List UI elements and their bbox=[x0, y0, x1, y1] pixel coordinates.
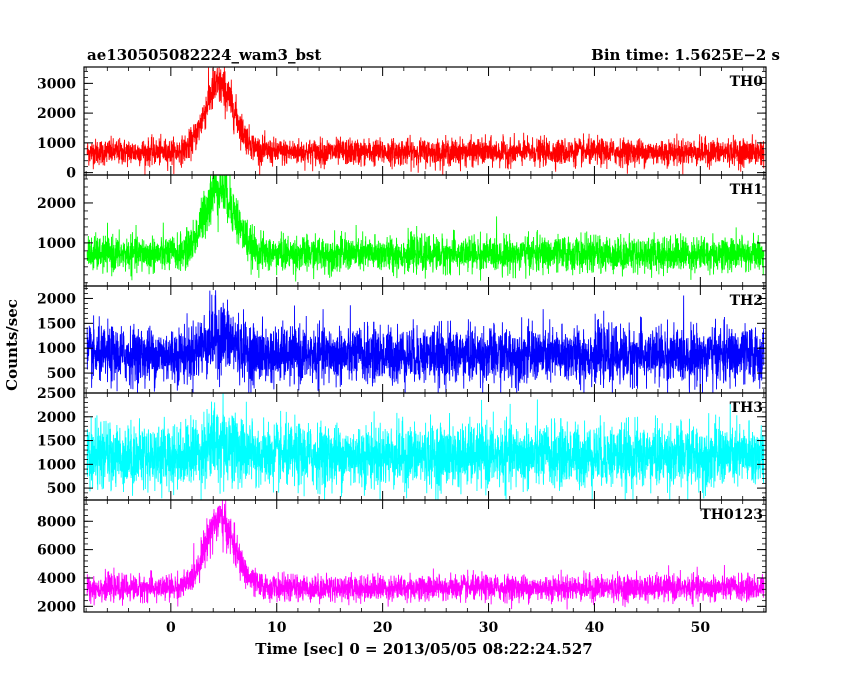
y-tick-label: 2000 bbox=[37, 291, 76, 307]
y-tick-label: 2000 bbox=[37, 106, 76, 122]
panel-th2: 500 1000 1500 2000 TH2 bbox=[37, 285, 767, 394]
series-th0-line bbox=[86, 67, 765, 175]
y-tick-label: 1000 bbox=[37, 136, 76, 152]
x-tick-label: 30 bbox=[479, 620, 499, 636]
x-tick-label: 0 bbox=[166, 620, 176, 636]
y-tick-label: 2000 bbox=[37, 196, 76, 212]
panel-label-th3: TH3 bbox=[730, 400, 763, 416]
y-tick-label: 500 bbox=[47, 481, 76, 497]
figure-title-left: ae130505082224_wam3_bst bbox=[87, 46, 321, 64]
panel-th1: 1000 2000 TH1 bbox=[37, 174, 767, 287]
panel-th0: 0 1000 2000 3000 TH0 bbox=[37, 66, 767, 182]
series-th2-line bbox=[86, 290, 765, 393]
panel-label-th1: TH1 bbox=[730, 182, 763, 198]
y-tick-label: 0 bbox=[66, 166, 76, 182]
y-tick-label: 1500 bbox=[37, 316, 76, 332]
series-th3-line bbox=[86, 393, 765, 500]
series-th0123-line bbox=[86, 500, 765, 610]
y-tick-label: 1500 bbox=[37, 434, 76, 450]
figure-title-right: Bin time: 1.5625E−2 s bbox=[591, 46, 780, 64]
y-tick-label: 1000 bbox=[37, 457, 76, 473]
x-axis-label: Time [sec] 0 = 2013/05/05 08:22:24.527 bbox=[255, 640, 592, 658]
y-tick-label: 2000 bbox=[37, 599, 76, 615]
x-tick-label: 50 bbox=[691, 620, 711, 636]
y-tick-label: 3000 bbox=[37, 76, 76, 92]
panel-th3: 500 1000 1500 2000 2500 TH3 bbox=[37, 386, 767, 501]
y-tick-label: 4000 bbox=[37, 571, 76, 587]
y-tick-label: 1000 bbox=[37, 236, 76, 252]
x-tick-label: 40 bbox=[585, 620, 605, 636]
y-tick-label: 2000 bbox=[37, 410, 76, 426]
y-tick-label: 1000 bbox=[37, 341, 76, 357]
panel-label-th2: TH2 bbox=[730, 293, 763, 309]
y-tick-label: 8000 bbox=[37, 514, 76, 530]
panel-th0123: 2000 4000 6000 8000 TH0123 0 10 20 30 40 50 bbox=[37, 499, 767, 636]
series-th1-line bbox=[86, 175, 765, 282]
panel-label-th0123: TH0123 bbox=[700, 507, 763, 523]
x-tick-label: 20 bbox=[373, 620, 393, 636]
y-axis-label: Counts/sec bbox=[3, 299, 21, 391]
y-tick-label: 2500 bbox=[37, 386, 76, 402]
y-tick-label: 500 bbox=[47, 366, 76, 382]
x-tick-label: 10 bbox=[267, 620, 287, 636]
panel-label-th0: TH0 bbox=[730, 74, 764, 90]
y-tick-label: 6000 bbox=[37, 543, 76, 559]
